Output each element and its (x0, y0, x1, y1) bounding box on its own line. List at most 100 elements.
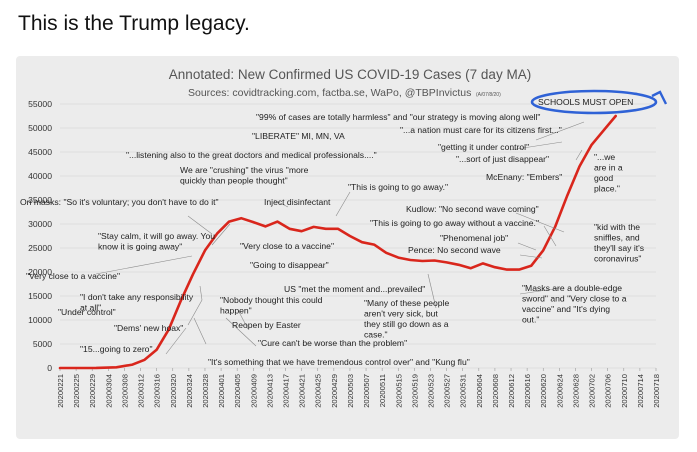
annotation-leader (165, 327, 187, 355)
highlight-circle (530, 89, 658, 115)
annotation-label: "99% of cases are totally harmless" and … (256, 112, 540, 122)
annotation-label: "It's something that we have tremendous … (208, 357, 470, 367)
annotation-label: "kid with the sniffles, and they'll say it… (594, 222, 644, 264)
x-tick-label: 20200511 (378, 374, 387, 407)
annotation-label: "This is going to go away without a vacc… (370, 218, 539, 228)
annotation-label: "getting it under control" (438, 142, 529, 152)
annotation-leader (187, 299, 203, 326)
x-tick-label: 20200225 (72, 374, 81, 408)
x-tick-label: 20200714 (636, 374, 645, 408)
x-tick-label: 20200620 (539, 374, 548, 408)
annotation-leader (211, 223, 231, 246)
annotation-leader (535, 121, 585, 141)
y-tick-label: 20000 (28, 267, 52, 277)
chart-subtitle-note: (A/07/8/20) (476, 92, 501, 98)
annotation-label: "Very close to a vaccine" (26, 271, 120, 281)
annotation-label: "Cure can't be worse than the problem" (258, 338, 407, 348)
x-tick-label: 20200624 (555, 374, 564, 408)
x-tick-label: 20200612 (507, 374, 516, 408)
y-tick-label: 5000 (33, 339, 52, 349)
annotation-label: "...we are in a good place." (594, 152, 623, 194)
x-tick-label: 20200527 (443, 374, 452, 408)
x-tick-label: 20200421 (298, 374, 307, 408)
x-tick-label: 20200324 (185, 374, 194, 408)
x-tick-label: 20200710 (620, 374, 629, 408)
annotation-leader (519, 287, 561, 295)
x-tick-label: 20200417 (282, 374, 291, 408)
y-tick-label: 25000 (28, 243, 52, 253)
x-tick-label: 20200718 (652, 374, 661, 408)
x-tick-label: 20200320 (169, 374, 178, 408)
x-tick-label: 20200706 (604, 374, 613, 408)
annotation-leader (95, 255, 193, 275)
x-tick-label: 20200515 (394, 374, 403, 408)
annotation-label: Reopen by Easter (232, 320, 301, 330)
annotation-leader (187, 215, 213, 235)
y-tick-label: 15000 (28, 291, 52, 301)
x-tick-label: 20200523 (426, 374, 435, 408)
annotation-label: We are "crushing" the virus "more quickly… (180, 165, 309, 186)
tweet-text: This is the Trump legacy. (18, 12, 250, 35)
chart-title: Annotated: New Confirmed US COVID-19 Cas… (169, 67, 531, 82)
annotation-label: On masks: "So it's voluntary; you don't … (20, 197, 219, 207)
annotation-leader (225, 317, 257, 347)
annotation-label: "Many of these people aren't very sick, b… (364, 298, 449, 340)
annotation-leader (509, 141, 563, 151)
x-tick-label: 20200304 (104, 374, 113, 408)
annotation-label: Inject disinfectant (264, 197, 331, 207)
chart-subtitle: Sources: covidtracking.com, factba.se, W… (188, 87, 471, 99)
covid-cases-chart: Annotated: New Confirmed US COVID-19 Cas… (20, 67, 668, 408)
x-tick-label: 20200429 (330, 374, 339, 408)
annotation-leader (543, 225, 557, 247)
x-tick-label: 20200316 (153, 374, 162, 408)
annotation-leader (273, 199, 289, 208)
y-axis-ticks: 0 5000 10000 15000 20000 25000 30000 35000 40000… (28, 99, 52, 373)
x-tick-label: 20200405 (233, 374, 242, 408)
annotation-label: "Going to disappear" (250, 260, 329, 270)
x-tick-label: 20200608 (491, 374, 500, 408)
x-tick-label: 20200413 (265, 374, 274, 408)
x-tick-label: 20200229 (88, 374, 97, 408)
x-tick-label: 20200628 (571, 374, 580, 408)
x-tick-label: 20200409 (249, 374, 258, 408)
annotation-leader (193, 317, 207, 345)
annotation-label: "...listening also to the great doctors … (126, 150, 377, 160)
annotation-label: "I don't take any responsibility at all" (80, 292, 194, 313)
annotation-leader (515, 212, 565, 233)
x-tick-label: 20200312 (137, 374, 146, 408)
y-tick-label: 30000 (28, 219, 52, 229)
highlight-tail (651, 90, 668, 105)
chart-image: Annotated: New Confirmed US COVID-19 Cas… (16, 56, 679, 439)
annotation-leader (517, 242, 537, 251)
y-tick-label: 0 (47, 363, 52, 373)
x-tick-label: 20200221 (56, 374, 65, 408)
annotation-label: "This is going to go away." (348, 182, 448, 192)
annotation-label: "...a nation must care for its citizens … (400, 125, 562, 135)
annotation-label: Pence: No second wave (408, 245, 501, 255)
annotation-leader (199, 285, 203, 301)
x-tick-label: 20200507 (362, 374, 371, 408)
x-tick-label: 20200503 (346, 374, 355, 408)
annotation-label: "...sort of just disappear" (456, 154, 549, 164)
annotation-label: "15...going to zero" (80, 344, 153, 354)
annotation-label: "Dems' new hoax" (114, 323, 183, 333)
annotation-leader (519, 254, 543, 259)
x-axis-ticks: 20200221 20200225 20200229 20200304 20200308… (56, 368, 661, 408)
annotation-leader (575, 149, 583, 161)
y-tick-label: 10000 (28, 315, 52, 325)
x-tick-label: 20200604 (475, 374, 484, 408)
y-tick-label: 45000 (28, 147, 52, 157)
annotation-leaders (95, 121, 585, 355)
x-tick-label: 20200519 (410, 374, 419, 408)
y-tick-label: 40000 (28, 171, 52, 181)
annotations: SCHOOLS MUST OPEN "99% of cases are total… (20, 97, 644, 367)
y-tick-label: 35000 (28, 195, 52, 205)
annotation-leader (237, 309, 249, 330)
annotation-label: "Stay calm, it will go away. You know it … (98, 231, 215, 252)
annotation-label: "Very close to a vaccine" (240, 241, 334, 251)
x-tick-label: 20200531 (459, 374, 468, 408)
x-tick-label: 20200401 (217, 374, 226, 408)
annotation-label: "Phenomenal job" (440, 233, 508, 243)
series-line-cases (58, 114, 617, 370)
annotation-label: McEnany: "Embers" (486, 172, 562, 182)
